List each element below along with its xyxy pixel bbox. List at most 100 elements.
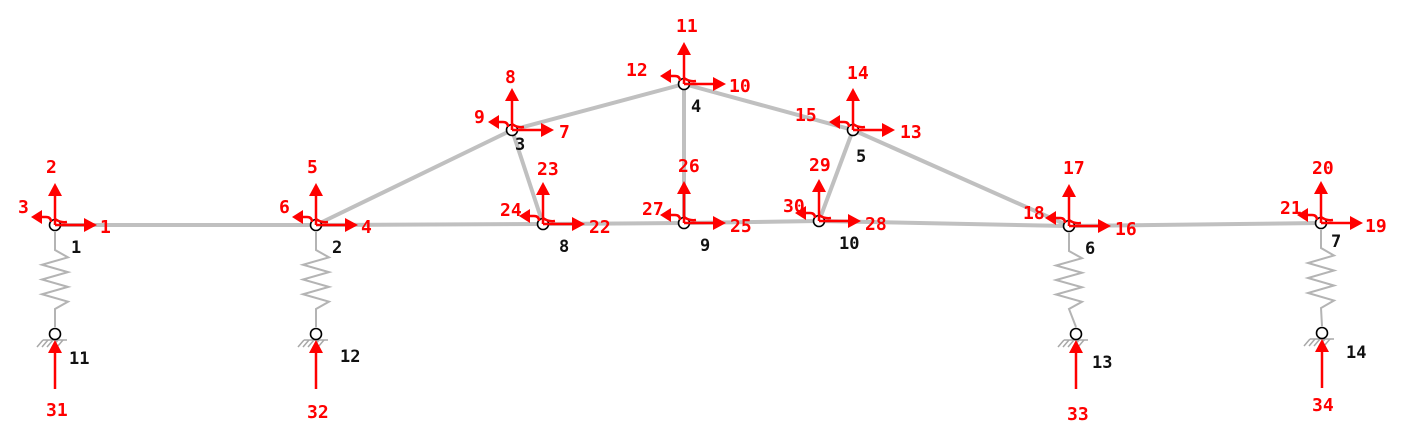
dof-x-arrow-10: 10 (684, 76, 751, 97)
dof-x-arrow-4: 4 (316, 217, 372, 238)
dof-label-7: 7 (559, 122, 570, 143)
dof-y-arrow-29: 29 (809, 155, 831, 221)
dof-rotation-arrow-27: 27 (642, 199, 697, 222)
dof-rotation-arrow-6: 6 (279, 197, 329, 224)
dof-label-24: 24 (500, 200, 522, 221)
member-4-5 (682, 82, 855, 132)
dof-label-8: 8 (505, 67, 516, 88)
dof-y-arrow-26: 26 (677, 156, 700, 223)
member-5-10 (817, 128, 855, 223)
dof-label-23: 23 (537, 159, 559, 180)
dof-label-26: 26 (678, 156, 700, 177)
dof-label-25: 25 (730, 216, 752, 237)
support-dof-arrow-31: 31 (46, 340, 68, 421)
dof-x-arrow-19: 19 (1321, 216, 1387, 237)
node-label-13: 13 (1092, 353, 1112, 373)
springs-layer (36, 230, 1338, 348)
dof-group-node-9: 25 26 27 (642, 156, 752, 237)
spring-coil (1052, 233, 1086, 328)
support-dof-arrow-34: 34 (1312, 339, 1334, 416)
member-5-6 (851, 128, 1071, 228)
dof-group-node-3: 7 89 (474, 67, 570, 143)
member-2-3 (314, 128, 514, 227)
node-label-5: 5 (856, 147, 866, 167)
spring-coil (299, 232, 333, 327)
dof-label-5: 5 (307, 157, 318, 178)
dof-x-arrow-7: 7 (512, 122, 570, 143)
dof-label-1: 1 (100, 217, 111, 238)
dof-label-33: 33 (1067, 404, 1089, 425)
dof-label-11: 11 (676, 16, 698, 37)
node-label-9: 9 (700, 236, 710, 256)
dof-group-node-5: 13 14 15 (795, 63, 922, 143)
dof-label-12: 12 (626, 60, 648, 81)
dof-label-14: 14 (847, 63, 869, 84)
dof-rotation-arrow-9: 9 (474, 107, 525, 129)
dof-rotation-arrow-21: 21 (1280, 198, 1334, 222)
dof-y-arrow-5: 5 (307, 157, 323, 225)
dofs-layer: 1234567891011121314151617181920212223242… (18, 16, 1387, 425)
dof-label-34: 34 (1312, 395, 1334, 416)
support-dof-arrow-32: 32 (307, 340, 329, 423)
dof-label-27: 27 (642, 199, 664, 220)
dof-group-node-8: 22 23 24 (500, 159, 611, 238)
dof-label-2: 2 (46, 157, 57, 178)
dof-rotation-arrow-15: 15 (795, 105, 866, 129)
dof-label-32: 32 (307, 402, 329, 423)
dof-y-arrow-11: 11 (676, 16, 698, 84)
node-label-14: 14 (1346, 343, 1366, 363)
node-label-4: 4 (691, 97, 701, 117)
dof-label-17: 17 (1063, 158, 1085, 179)
spring-coil (38, 232, 72, 327)
dof-y-arrow-20: 20 (1312, 158, 1334, 223)
dof-rotation-arrow-18: 18 (1023, 203, 1082, 225)
dof-y-arrow-2: 2 (46, 157, 62, 225)
dof-y-arrow-14: 14 (846, 63, 869, 130)
dof-rotation-arrow-30: 30 (783, 196, 832, 220)
dof-label-16: 16 (1115, 219, 1137, 240)
member-6-7 (1067, 221, 1323, 228)
node-label-10: 10 (839, 234, 859, 254)
dof-label-6: 6 (279, 197, 290, 218)
node-label-2: 2 (332, 238, 342, 258)
dof-label-28: 28 (865, 214, 887, 235)
dof-label-22: 22 (589, 217, 611, 238)
dof-label-9: 9 (474, 107, 485, 128)
dof-group-node-2: 4 56 (279, 157, 372, 238)
node-14 (1315, 326, 1329, 340)
dof-group-node-7: 19 20 21 (1280, 158, 1387, 237)
member-10-6 (817, 219, 1071, 228)
dof-rotation-arrow-3: 3 (18, 197, 68, 224)
dof-x-arrow-1: 1 (55, 217, 111, 238)
dof-x-arrow-28: 28 (819, 214, 887, 235)
dof-label-30: 30 (783, 196, 805, 217)
member-3-8 (510, 128, 545, 226)
dof-label-18: 18 (1023, 203, 1045, 224)
dof-group-node-1: 1 23 (18, 157, 111, 238)
node-label-7: 7 (1331, 232, 1341, 252)
node-label-6: 6 (1085, 239, 1095, 259)
node-label-11: 11 (69, 349, 89, 369)
dof-label-20: 20 (1312, 158, 1334, 179)
dof-label-29: 29 (809, 155, 831, 176)
dof-label-10: 10 (729, 76, 751, 97)
dof-label-19: 19 (1365, 216, 1387, 237)
dof-group-node-6: 16 17 18 (1023, 158, 1137, 240)
dof-label-3: 3 (18, 197, 29, 218)
dof-label-21: 21 (1280, 198, 1302, 219)
dof-y-arrow-8: 8 (505, 67, 519, 130)
dof-x-arrow-25: 25 (684, 216, 752, 237)
dof-label-13: 13 (900, 122, 922, 143)
dof-x-arrow-22: 22 (543, 217, 611, 238)
node-label-8: 8 (559, 237, 569, 257)
node-12 (309, 327, 323, 341)
nodes-layer (48, 77, 1329, 341)
node-label-3: 3 (515, 135, 525, 155)
node-11 (48, 327, 62, 341)
dof-rotation-arrow-24: 24 (500, 200, 556, 223)
dof-label-4: 4 (361, 217, 372, 238)
members-layer (53, 82, 1323, 228)
